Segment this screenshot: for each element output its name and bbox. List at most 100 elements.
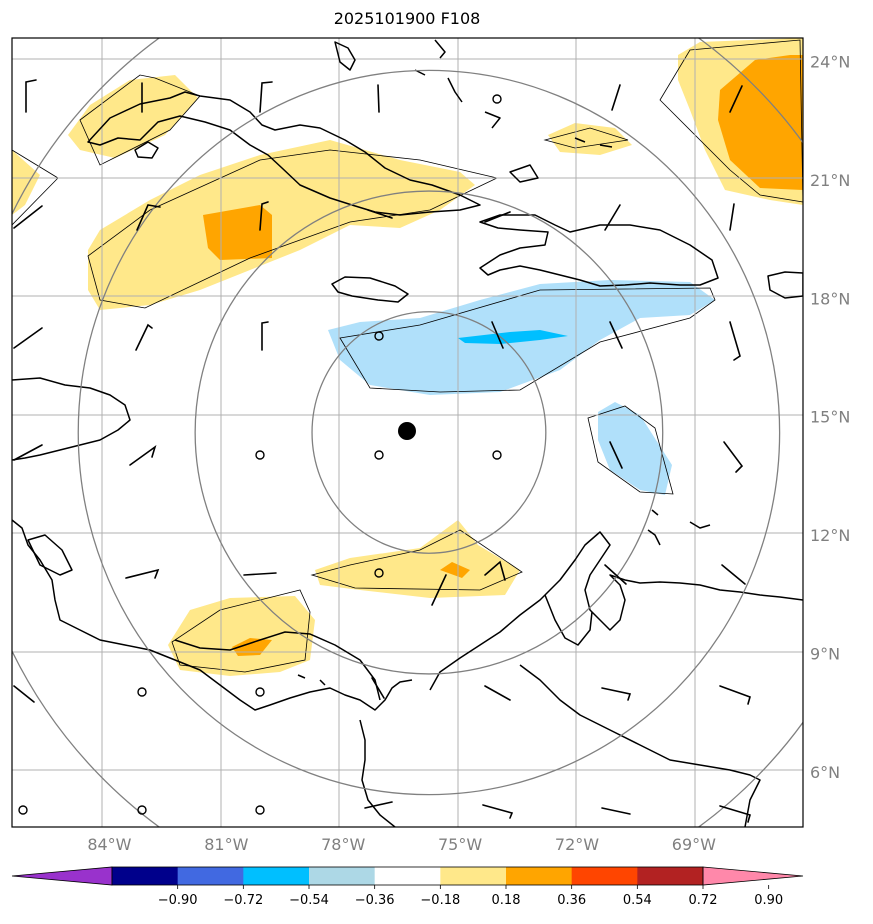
colorbar-extend-high bbox=[702, 866, 804, 886]
lake-nicaragua bbox=[27, 534, 73, 576]
bahamas-coastline bbox=[484, 111, 501, 129]
calm-wind-icon bbox=[255, 687, 265, 697]
calm-wind-icon bbox=[374, 331, 384, 341]
longitude-tick-label: 69°W bbox=[672, 835, 716, 854]
wind-barb-icon bbox=[491, 321, 504, 349]
latitude-tick-label: 18°N bbox=[810, 289, 850, 308]
latitude-tick-label: 9°N bbox=[810, 644, 840, 663]
wind-barb-icon bbox=[482, 804, 514, 819]
latitude-tick-label: 6°N bbox=[810, 763, 840, 782]
isla-juventud-coastline bbox=[134, 141, 159, 159]
colorbar-tick-label: 0.54 bbox=[623, 893, 652, 908]
wind-barb-icon bbox=[721, 564, 746, 585]
calm-wind-icon bbox=[255, 805, 265, 815]
latitude-tick-label: 12°N bbox=[810, 526, 850, 545]
contour-line bbox=[543, 127, 629, 149]
wind-barb-icon bbox=[25, 79, 37, 113]
calm-wind-icon bbox=[492, 450, 502, 460]
contour-line bbox=[659, 39, 803, 203]
wind-barb-icon bbox=[129, 444, 157, 466]
wind-barb-icon bbox=[135, 323, 153, 351]
bahamas-coastline bbox=[434, 39, 446, 59]
wind-barb-icon bbox=[259, 201, 269, 231]
calm-wind-icon bbox=[374, 568, 384, 578]
calm-wind-markers bbox=[18, 94, 502, 815]
wind-barb-icon bbox=[484, 211, 511, 223]
anomaly-contours bbox=[12, 39, 803, 673]
colorbar-tick-label: −0.36 bbox=[355, 893, 395, 908]
colorbar-tick-label: 0.36 bbox=[557, 893, 586, 908]
storm-center-icon bbox=[398, 422, 416, 440]
positive-anomaly-core bbox=[718, 55, 803, 190]
wind-barb-icon bbox=[259, 81, 273, 113]
wind-barb-icon bbox=[484, 560, 506, 581]
longitude-tick-label: 72°W bbox=[555, 835, 599, 854]
wind-barb-icon bbox=[261, 321, 269, 351]
wind-barb-icon bbox=[431, 574, 447, 606]
coastlines bbox=[12, 39, 803, 827]
colorbar-tick-label: −0.18 bbox=[420, 893, 460, 908]
wind-barb-icon bbox=[367, 209, 393, 219]
latitude-tick-label: 15°N bbox=[810, 408, 850, 427]
colorbar-tick-label: −0.54 bbox=[289, 893, 329, 908]
wind-barb-icon bbox=[729, 203, 735, 231]
bahamas-coastline bbox=[447, 77, 463, 103]
wind-barb-icon bbox=[13, 444, 43, 461]
negative-anomaly-core bbox=[458, 330, 568, 344]
colorbar-tick-label: −0.72 bbox=[223, 893, 263, 908]
maracaibo-coastline bbox=[544, 594, 593, 646]
wind-barb-icon bbox=[719, 685, 751, 705]
small-island-coastline bbox=[689, 521, 711, 529]
wind-barb-icon bbox=[729, 85, 743, 113]
latitude-labels: 24°N 21°N 18°N 15°N 12°N 9°N 6°N bbox=[810, 53, 850, 782]
bahamas-coastline bbox=[509, 164, 539, 183]
anomaly-shading bbox=[12, 38, 803, 676]
colorbar-tick-label: 0.72 bbox=[689, 893, 718, 908]
wind-barb-icon bbox=[609, 441, 623, 469]
wind-barb-icon bbox=[601, 687, 632, 701]
wind-barb-icon bbox=[13, 685, 35, 703]
latitude-tick-label: 24°N bbox=[810, 53, 850, 72]
cuba-coastline bbox=[87, 91, 481, 216]
wind-barb-icon bbox=[601, 807, 631, 815]
positive-anomaly-core bbox=[440, 562, 470, 578]
wind-barb-icon bbox=[604, 564, 627, 585]
colorbar-tick-label: −0.90 bbox=[158, 893, 198, 908]
colorbar-swatch bbox=[506, 867, 573, 885]
central-america-coastline bbox=[12, 377, 413, 711]
longitude-labels: 84°W 81°W 78°W 75°W 72°W 69°W bbox=[87, 835, 716, 854]
wind-barb-icon bbox=[609, 321, 623, 349]
wind-barb-icon bbox=[729, 321, 741, 361]
latitude-tick-label: 21°N bbox=[810, 171, 850, 190]
calm-wind-icon bbox=[374, 450, 384, 460]
positive-anomaly-region bbox=[88, 140, 475, 310]
positive-anomaly-region bbox=[68, 75, 198, 158]
wind-barb-icon bbox=[125, 568, 160, 579]
colorbar-swatch bbox=[243, 867, 310, 885]
negative-anomaly-region bbox=[598, 402, 672, 495]
wind-barb-icon bbox=[371, 677, 385, 699]
positive-anomaly-core bbox=[203, 205, 272, 260]
south-america-coastline bbox=[359, 531, 803, 827]
wind-barb-icon bbox=[377, 84, 380, 113]
map-frame bbox=[11, 37, 804, 828]
range-ring bbox=[77, 69, 781, 796]
wind-barb-icon bbox=[723, 441, 744, 473]
range-ring bbox=[194, 190, 664, 675]
wind-barb-icon bbox=[136, 204, 161, 231]
colorbar-swatch bbox=[440, 867, 507, 885]
colorbar-swatch bbox=[309, 867, 376, 885]
small-island-coastline bbox=[647, 529, 661, 546]
longitude-tick-label: 84°W bbox=[87, 835, 131, 854]
calm-wind-icon bbox=[18, 805, 28, 815]
bahamas-coastline bbox=[334, 41, 356, 71]
small-island-coastline bbox=[297, 674, 326, 686]
wind-barb-icon bbox=[13, 327, 43, 349]
colorbar-swatch bbox=[177, 867, 244, 885]
contour-line bbox=[339, 287, 716, 393]
wind-barbs bbox=[13, 79, 751, 823]
small-island-coastline bbox=[651, 509, 659, 516]
